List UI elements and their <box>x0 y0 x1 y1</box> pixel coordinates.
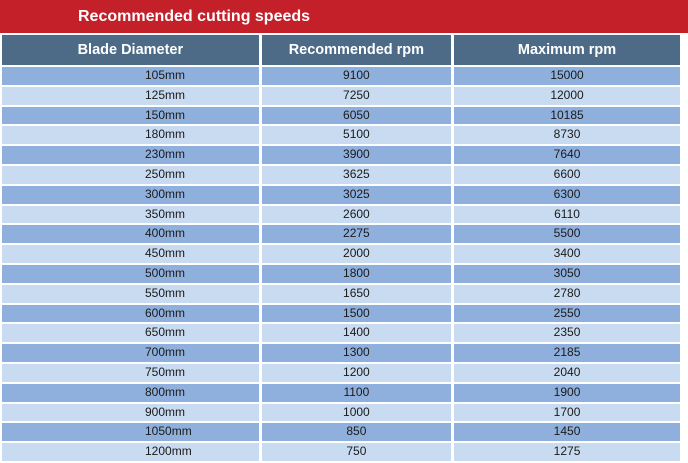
blade-diameter-cell: 125mm <box>2 86 259 105</box>
blade-diameter-cell: 900mm <box>2 403 259 422</box>
column-header-recommended-rpm: Recommended rpm <box>261 35 452 65</box>
maximum-rpm-cell: 2350 <box>454 324 680 343</box>
table-title: Recommended cutting speeds <box>0 0 688 33</box>
maximum-rpm-cell: 5500 <box>454 225 680 244</box>
table-row: 400mm 2275 5500 <box>2 225 680 244</box>
maximum-rpm-cell: 6600 <box>454 165 680 184</box>
maximum-rpm-cell: 6110 <box>454 205 680 224</box>
maximum-rpm-cell: 1900 <box>454 383 680 402</box>
maximum-rpm-cell: 2780 <box>454 284 680 303</box>
maximum-rpm-cell: 7640 <box>454 146 680 164</box>
recommended-rpm-cell: 850 <box>261 423 452 442</box>
blade-diameter-cell: 230mm <box>2 146 259 164</box>
recommended-rpm-cell: 1000 <box>261 403 452 422</box>
recommended-rpm-cell: 3025 <box>261 185 452 204</box>
maximum-rpm-cell: 12000 <box>454 86 680 105</box>
table-row: 125mm 7250 12000 <box>2 86 680 105</box>
blade-diameter-cell: 500mm <box>2 264 259 283</box>
cutting-speeds-table: Blade Diameter Recommended rpm Maximum r… <box>0 33 683 463</box>
blade-diameter-cell: 450mm <box>2 245 259 263</box>
table-row: 750mm 1200 2040 <box>2 363 680 382</box>
blade-diameter-cell: 600mm <box>2 304 259 323</box>
table-row: 650mm 1400 2350 <box>2 324 680 343</box>
blade-diameter-cell: 1050mm <box>2 423 259 442</box>
blade-diameter-cell: 800mm <box>2 383 259 402</box>
column-header-maximum-rpm: Maximum rpm <box>454 35 680 65</box>
header-row: Blade Diameter Recommended rpm Maximum r… <box>2 35 680 65</box>
blade-diameter-cell: 300mm <box>2 185 259 204</box>
recommended-rpm-cell: 1400 <box>261 324 452 343</box>
blade-diameter-cell: 700mm <box>2 344 259 362</box>
maximum-rpm-cell: 1275 <box>454 443 680 461</box>
recommended-rpm-cell: 1100 <box>261 383 452 402</box>
blade-diameter-cell: 150mm <box>2 106 259 125</box>
recommended-rpm-cell: 1650 <box>261 284 452 303</box>
blade-diameter-cell: 550mm <box>2 284 259 303</box>
table-row: 900mm 1000 1700 <box>2 403 680 422</box>
blade-diameter-cell: 400mm <box>2 225 259 244</box>
maximum-rpm-cell: 2040 <box>454 363 680 382</box>
maximum-rpm-cell: 8730 <box>454 126 680 145</box>
maximum-rpm-cell: 6300 <box>454 185 680 204</box>
blade-diameter-cell: 180mm <box>2 126 259 145</box>
table-row: 500mm 1800 3050 <box>2 264 680 283</box>
table-row: 1200mm 750 1275 <box>2 443 680 461</box>
table-row: 800mm 1100 1900 <box>2 383 680 402</box>
blade-diameter-cell: 750mm <box>2 363 259 382</box>
recommended-rpm-cell: 6050 <box>261 106 452 125</box>
recommended-rpm-cell: 2000 <box>261 245 452 263</box>
maximum-rpm-cell: 3050 <box>454 264 680 283</box>
recommended-rpm-cell: 9100 <box>261 67 452 85</box>
recommended-rpm-cell: 2275 <box>261 225 452 244</box>
recommended-rpm-cell: 5100 <box>261 126 452 145</box>
table-row: 600mm 1500 2550 <box>2 304 680 323</box>
table-row: 300mm 3025 6300 <box>2 185 680 204</box>
recommended-rpm-cell: 1200 <box>261 363 452 382</box>
blade-diameter-cell: 105mm <box>2 67 259 85</box>
column-header-blade-diameter: Blade Diameter <box>2 35 259 65</box>
maximum-rpm-cell: 2185 <box>454 344 680 362</box>
table-row: 250mm 3625 6600 <box>2 165 680 184</box>
recommended-rpm-cell: 1800 <box>261 264 452 283</box>
recommended-rpm-cell: 1500 <box>261 304 452 323</box>
recommended-rpm-cell: 2600 <box>261 205 452 224</box>
recommended-rpm-cell: 7250 <box>261 86 452 105</box>
table-row: 350mm 2600 6110 <box>2 205 680 224</box>
maximum-rpm-cell: 15000 <box>454 67 680 85</box>
table-row: 230mm 3900 7640 <box>2 146 680 164</box>
recommended-rpm-cell: 750 <box>261 443 452 461</box>
recommended-rpm-cell: 3900 <box>261 146 452 164</box>
table-row: 550mm 1650 2780 <box>2 284 680 303</box>
maximum-rpm-cell: 1450 <box>454 423 680 442</box>
table-row: 450mm 2000 3400 <box>2 245 680 263</box>
blade-diameter-cell: 650mm <box>2 324 259 343</box>
maximum-rpm-cell: 1700 <box>454 403 680 422</box>
table-row: 180mm 5100 8730 <box>2 126 680 145</box>
blade-diameter-cell: 350mm <box>2 205 259 224</box>
table-row: 105mm 9100 15000 <box>2 67 680 85</box>
recommended-rpm-cell: 1300 <box>261 344 452 362</box>
maximum-rpm-cell: 2550 <box>454 304 680 323</box>
blade-diameter-cell: 1200mm <box>2 443 259 461</box>
recommended-rpm-cell: 3625 <box>261 165 452 184</box>
table-row: 1050mm 850 1450 <box>2 423 680 442</box>
table-row: 700mm 1300 2185 <box>2 344 680 362</box>
table-row: 150mm 6050 10185 <box>2 106 680 125</box>
blade-diameter-cell: 250mm <box>2 165 259 184</box>
maximum-rpm-cell: 3400 <box>454 245 680 263</box>
maximum-rpm-cell: 10185 <box>454 106 680 125</box>
